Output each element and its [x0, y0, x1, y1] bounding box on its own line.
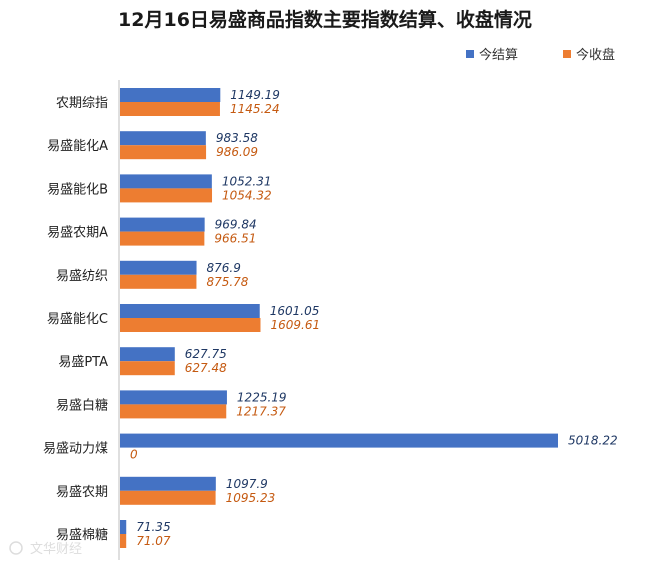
category-label: 易盛纺织 — [56, 269, 108, 284]
bar-settlement — [120, 131, 206, 146]
bar-close — [120, 231, 205, 246]
bar-close — [120, 361, 175, 376]
value-label-settlement: 71.35 — [136, 520, 170, 534]
value-label-settlement: 1149.19 — [230, 88, 280, 102]
value-label-close: 1145.24 — [230, 102, 280, 116]
value-label-close: 1095.23 — [226, 491, 276, 505]
value-label-close: 627.48 — [185, 361, 227, 375]
value-label-settlement: 876.9 — [207, 261, 241, 275]
value-label-close: 1217.37 — [236, 404, 286, 418]
category-label: 易盛农期 — [56, 485, 108, 500]
category-label: 易盛棉糖 — [56, 527, 108, 543]
value-label-close: 1054.32 — [222, 188, 272, 202]
bar-settlement — [120, 390, 227, 405]
category-label: 易盛PTA — [58, 355, 108, 370]
bar-settlement — [120, 476, 216, 491]
bar-settlement — [120, 520, 127, 534]
bar-settlement — [120, 260, 197, 275]
value-label-close: 71.07 — [136, 534, 171, 548]
bar-settlement — [120, 304, 260, 318]
category-label: 易盛农期A — [47, 226, 108, 241]
value-label-settlement: 1097.9 — [226, 477, 268, 491]
value-label-settlement: 969.84 — [215, 218, 257, 232]
category-label: 易盛动力煤 — [43, 442, 108, 457]
value-label-close: 986.09 — [216, 145, 258, 159]
bar-settlement — [120, 88, 221, 102]
category-label: 易盛能化A — [47, 139, 108, 154]
value-label-settlement: 627.75 — [185, 347, 227, 361]
category-label: 易盛能化C — [47, 312, 108, 327]
value-label-close: 0 — [130, 448, 138, 462]
legend-swatch-series-b — [563, 50, 571, 58]
category-label: 易盛能化B — [47, 182, 108, 197]
bar-close — [120, 490, 216, 505]
legend-label-series-b: 今收盘 — [576, 47, 615, 63]
bar-close — [120, 188, 213, 203]
value-label-close: 875.78 — [206, 275, 248, 289]
category-label: 农期综指 — [56, 96, 108, 111]
value-label-close: 1609.61 — [270, 318, 320, 332]
chart-title: 12月16日易盛商品指数主要指数结算、收盘情况 — [118, 8, 532, 31]
value-label-settlement: 1052.31 — [222, 174, 272, 188]
value-label-settlement: 983.58 — [216, 131, 258, 145]
legend-swatch-series-a — [466, 50, 474, 58]
bar-close — [120, 274, 197, 289]
value-label-close: 966.51 — [214, 232, 256, 246]
value-label-settlement: 1601.05 — [270, 304, 320, 318]
watermark: 文华财经 — [9, 541, 82, 557]
watermark-logo-icon — [9, 541, 23, 555]
bar-settlement — [120, 217, 205, 232]
bar-close — [120, 404, 227, 419]
value-label-settlement: 1225.19 — [237, 390, 287, 404]
legend: 今结算 今收盘 — [466, 47, 615, 63]
bar-close — [120, 145, 207, 160]
bar-close — [120, 534, 127, 548]
value-label-settlement: 5018.22 — [568, 434, 618, 448]
bar-settlement — [120, 174, 212, 189]
bar-settlement — [120, 433, 558, 448]
legend-label-series-a: 今结算 — [479, 47, 518, 63]
category-label: 易盛白糖 — [56, 397, 108, 413]
bar-settlement — [120, 347, 175, 362]
watermark-text: 文华财经 — [30, 542, 82, 557]
bar-close — [120, 102, 220, 116]
bars-group — [120, 88, 558, 548]
bar-close — [120, 318, 261, 332]
